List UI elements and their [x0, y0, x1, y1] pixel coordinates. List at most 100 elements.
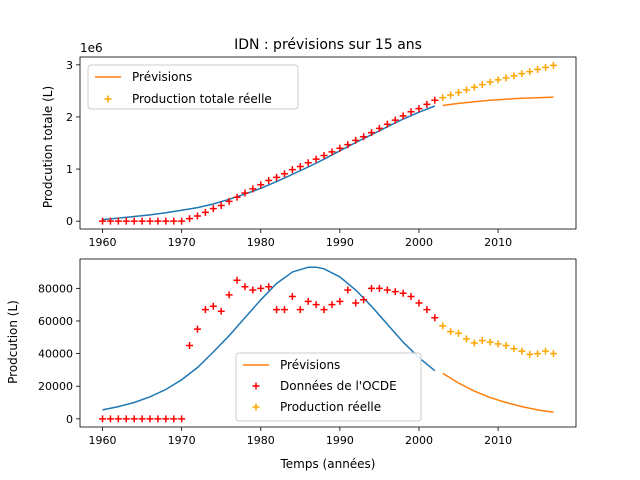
- data-point: [280, 170, 288, 178]
- data-point: [99, 415, 107, 423]
- top-panel: IDN : prévisions sur 15 ans 1e6 Prodcuti…: [41, 37, 577, 249]
- axes-frame: [79, 56, 577, 230]
- data-point: [534, 66, 542, 74]
- data-point: [217, 202, 225, 210]
- legend-label: Prévisions: [280, 358, 340, 372]
- data-point: [114, 415, 122, 423]
- data-point: [518, 347, 526, 355]
- data-point: [510, 345, 518, 353]
- x-tick-label: 1990: [326, 236, 354, 249]
- legend-plus-icon: [252, 382, 260, 390]
- data-point: [193, 212, 201, 220]
- data-point: [494, 76, 502, 84]
- data-point: [455, 88, 463, 96]
- data-point: [407, 108, 415, 116]
- data-point: [399, 289, 407, 297]
- data-point: [178, 217, 186, 225]
- x-tick-label: 1990: [326, 434, 354, 447]
- y-tick-label: 80000: [38, 282, 73, 295]
- data-point: [122, 217, 130, 225]
- x-tick-label: 1980: [247, 236, 275, 249]
- y-tick-label: 20000: [38, 380, 73, 393]
- legend-box: [87, 64, 299, 110]
- data-point: [549, 61, 557, 69]
- data-point: [225, 291, 233, 299]
- data-point: [447, 328, 455, 336]
- data-point: [146, 415, 154, 423]
- bottom-panel: Prodcution (L) Temps (années) 1960 1970 19…: [6, 258, 577, 471]
- data-point: [257, 181, 265, 189]
- bottom-x-axis-label: Temps (années): [280, 457, 376, 471]
- data-point: [280, 306, 288, 314]
- data-point: [462, 86, 470, 94]
- y-tick-label: 1: [66, 163, 73, 176]
- data-point: [423, 306, 431, 314]
- data-point: [249, 286, 257, 294]
- x-tick-label: 1980: [247, 434, 275, 447]
- series-1: [442, 372, 554, 414]
- data-point: [193, 325, 201, 333]
- top-offset-label: 1e6: [80, 41, 103, 55]
- y-tick-label: 0: [66, 215, 73, 228]
- data-point: [328, 301, 336, 309]
- y-tick-label: 0: [66, 413, 73, 426]
- data-point: [209, 302, 217, 310]
- data-point: [526, 350, 534, 358]
- data-point: [273, 173, 281, 181]
- data-point: [375, 284, 383, 292]
- data-point: [470, 83, 478, 91]
- data-point: [241, 283, 249, 291]
- data-point: [502, 341, 510, 349]
- series-3: [439, 322, 557, 358]
- data-point: [502, 74, 510, 82]
- top-plot-area: 1960 1970 1980 1990 2000 20100123PrévisionsPr…: [66, 56, 577, 249]
- data-point: [439, 94, 447, 102]
- y-tick-label: 60000: [38, 315, 73, 328]
- data-point: [146, 217, 154, 225]
- data-point: [138, 415, 146, 423]
- data-point: [375, 124, 383, 132]
- bottom-y-axis-label: Prodcution (L): [6, 300, 20, 384]
- data-point: [320, 152, 328, 160]
- data-point: [288, 166, 296, 174]
- data-point: [510, 72, 518, 80]
- series-2: [99, 96, 439, 225]
- data-point: [462, 335, 470, 343]
- data-point: [106, 415, 114, 423]
- data-point: [431, 314, 439, 322]
- data-point: [178, 415, 186, 423]
- x-tick-label: 1970: [168, 236, 196, 249]
- top-chart-title: IDN : prévisions sur 15 ans: [234, 37, 422, 53]
- data-point: [360, 296, 368, 304]
- data-point: [233, 276, 241, 284]
- data-point: [368, 129, 376, 137]
- data-point: [225, 197, 233, 205]
- data-point: [360, 133, 368, 141]
- legend-plus-icon: [104, 95, 112, 103]
- data-point: [186, 341, 194, 349]
- x-tick-label: 1970: [168, 434, 196, 447]
- axes-frame: [79, 258, 577, 428]
- data-point: [423, 100, 431, 108]
- data-point: [201, 306, 209, 314]
- data-point: [344, 141, 352, 149]
- legend-label: Prévisions: [132, 70, 192, 84]
- legend-label: Production totale réelle: [132, 92, 272, 106]
- data-point: [383, 286, 391, 294]
- data-point: [296, 306, 304, 314]
- data-point: [542, 347, 550, 355]
- legend-box: [235, 352, 422, 422]
- data-point: [383, 120, 391, 128]
- x-tick-label: 1960: [89, 236, 117, 249]
- data-point: [154, 217, 162, 225]
- x-tick-label: 2010: [484, 236, 512, 249]
- x-tick-label: 2000: [405, 236, 433, 249]
- data-point: [486, 338, 494, 346]
- data-point: [526, 68, 534, 76]
- data-point: [407, 293, 415, 301]
- data-point: [494, 340, 502, 348]
- data-point: [344, 286, 352, 294]
- data-point: [447, 91, 455, 99]
- data-point: [542, 63, 550, 71]
- x-tick-label: 2010: [484, 434, 512, 447]
